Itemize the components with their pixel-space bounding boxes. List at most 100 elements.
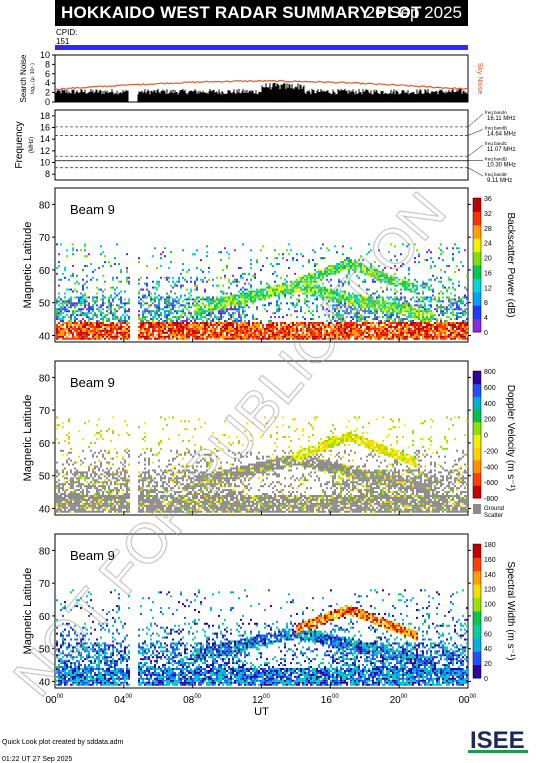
colorbar-segment	[473, 224, 481, 239]
colorbar-segment	[473, 409, 481, 423]
freq-ylabel: Frequency	[14, 121, 25, 168]
colorbar-segment	[473, 557, 481, 572]
lat-tick-label: 60	[39, 266, 51, 277]
freq-tick-label: 12	[40, 146, 50, 156]
cpid-bar	[55, 45, 468, 50]
colorbar-tick-label: 40	[484, 646, 492, 653]
ut-tick-sup: 00	[263, 694, 270, 700]
lat-tick-label: 50	[39, 299, 51, 310]
colorbar-tick-label: 24	[484, 241, 492, 248]
ut-tick-label: 00	[458, 695, 470, 706]
colorbar-segment	[473, 597, 481, 612]
colorbar-segment	[473, 584, 481, 599]
lat-tick-label: 80	[39, 546, 51, 557]
ut-tick-sup: 00	[57, 694, 64, 700]
ut-tick-label: 16	[321, 695, 333, 706]
colorbar-frame	[472, 370, 482, 499]
colorbar-segment	[473, 251, 481, 266]
colorbar-label: Doppler Velocity (m s⁻¹)	[505, 385, 516, 491]
freq-band-leader	[467, 129, 484, 136]
noise-tick-label: 4	[45, 78, 50, 88]
ut-tick-sup: 00	[470, 694, 477, 700]
colorbar-tick-label: 4	[484, 315, 488, 322]
noise-tick-label: 6	[45, 69, 50, 79]
colorbar-segment	[473, 211, 481, 226]
logo-text: ISEE	[470, 727, 525, 754]
freq-tick-label: 14	[40, 134, 50, 144]
colorbar-tick-label: 160	[484, 557, 496, 564]
sky-noise-label: Sky Noise	[476, 63, 483, 95]
lat-ylabel: Magnetic Latitude	[22, 395, 34, 482]
lat-tick-label: 50	[39, 645, 51, 656]
colorbar-tick-label: 0	[484, 330, 488, 337]
colorbar-tick-label: 0	[484, 676, 488, 683]
colorbar-segment	[473, 383, 481, 397]
colorbar-tick-label: 200	[484, 417, 496, 424]
ut-tick-sup: 00	[332, 694, 339, 700]
plot-title: HOKKAIDO WEST RADAR SUMMARY PLOT	[61, 3, 422, 22]
colorbar-label: Backscatter Power (dB)	[505, 212, 516, 317]
colorbar-label: Spectral Width (m s⁻¹)	[505, 561, 516, 660]
colorbar-tick-label: 100	[484, 602, 496, 609]
lat-tick-label: 80	[39, 200, 51, 211]
freq-tick-label: 10	[40, 158, 50, 168]
colorbar-segment	[473, 198, 481, 212]
colorbar-tick-label: 36	[484, 196, 492, 203]
colorbar-tick-label: 8	[484, 300, 488, 307]
colorbar-tick-label: 16	[484, 270, 492, 277]
beam-label: Beam 9	[70, 202, 115, 217]
freq-tick-label: 8	[45, 169, 50, 179]
freq-yunit: (MHz)	[29, 137, 35, 153]
colorbar-segment	[473, 570, 481, 585]
search-noise-bars	[54, 82, 468, 102]
cpid-value: 151	[56, 37, 70, 46]
colorbar-tick-label: 28	[484, 226, 492, 233]
scatter-cells	[56, 589, 468, 686]
ut-tick-sup: 00	[194, 694, 201, 700]
freq-band-leader	[467, 113, 484, 128]
ut-tick-sup: 00	[401, 694, 408, 700]
lat-tick-label: 60	[39, 439, 51, 450]
footer-timestamp: 01:22 UT 27 Sep 2025	[2, 756, 73, 763]
lat-tick-label: 50	[39, 472, 51, 483]
lat-ylabel: Magnetic Latitude	[22, 568, 34, 655]
colorbar-frame	[472, 197, 482, 333]
lat-tick-label: 70	[39, 406, 51, 417]
freq-tick-label: 16	[40, 123, 50, 133]
colorbar-segment	[473, 624, 481, 639]
colorbar-segment	[473, 421, 481, 435]
lat-tick-label: 60	[39, 612, 51, 623]
ut-tick-sup: 00	[125, 694, 132, 700]
colorbar-segment	[473, 318, 481, 333]
freq-band-leader	[467, 167, 484, 177]
colorbar-frame	[472, 543, 482, 679]
noise-yunit: log₁₀ (μ· 10⁴·)	[30, 63, 36, 94]
beam-label: Beam 9	[70, 548, 115, 563]
colorbar-tick-label: 600	[484, 385, 496, 392]
freq-band-value: 16.11 MHz	[487, 116, 516, 122]
ut-tick-label: 20	[390, 695, 402, 706]
colorbar-segment	[473, 291, 481, 306]
plot-date: 26 Sep 2025	[365, 3, 462, 22]
freq-band-name: freq bandA	[485, 110, 507, 115]
colorbar-tick-label: 80	[484, 616, 492, 623]
cpid-label: CPID:	[56, 28, 78, 37]
ut-tick-label: 08	[183, 695, 195, 706]
freq-frame	[54, 109, 469, 181]
ground-label: Ground	[484, 506, 504, 512]
rt-panel-1	[52, 187, 482, 343]
lat-tick-label: 40	[39, 677, 51, 688]
colorbar-tick-label: -600	[484, 480, 498, 487]
colorbar-segment	[473, 611, 481, 625]
colorbar-segment	[473, 485, 481, 499]
colorbar	[472, 197, 482, 333]
lat-ylabel: Magnetic Latitude	[22, 222, 34, 309]
ground-scatter-swatch	[473, 504, 481, 514]
colorbar-segment	[473, 637, 481, 652]
colorbar-segment	[473, 459, 481, 474]
scatter-cells	[56, 243, 468, 340]
noise-tick-label: 10	[40, 50, 50, 60]
colorbar-tick-label: 20	[484, 661, 492, 668]
colorbar-tick-label: 12	[484, 285, 492, 292]
colorbar-tick-label: 800	[484, 369, 496, 376]
